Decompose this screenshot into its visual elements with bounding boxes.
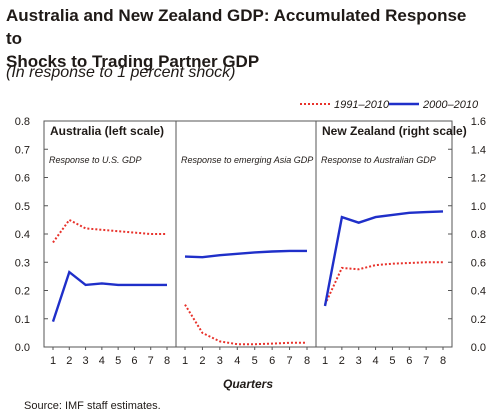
x-tick-label: 8 — [304, 355, 310, 367]
x-tick-label: 1 — [322, 355, 328, 367]
x-tick-label: 4 — [99, 355, 105, 367]
right-tick-label: 1.4 — [471, 144, 486, 156]
x-tick-label: 8 — [164, 355, 170, 367]
x-tick-label: 3 — [217, 355, 223, 367]
left-tick-label: 0.8 — [15, 116, 30, 128]
panel-label: New Zealand (right scale) — [322, 124, 467, 138]
panel-caption: Response to Australian GDP — [321, 155, 436, 165]
x-tick-label: 7 — [148, 355, 154, 367]
x-tick-label: 7 — [287, 355, 293, 367]
left-tick-label: 0.7 — [15, 144, 30, 156]
x-tick-label: 5 — [389, 355, 395, 367]
x-tick-label: 5 — [115, 355, 121, 367]
chart-title-line-2: Shocks to Trading Partner GDP — [6, 52, 260, 71]
series-line-1991-2010 — [324, 261, 443, 306]
left-tick-label: 0.3 — [15, 257, 30, 269]
x-tick-label: 1 — [182, 355, 188, 367]
right-tick-label: 1.0 — [471, 201, 486, 213]
legend-label-2000-2010: 2000–2010 — [422, 99, 479, 111]
x-tick-label: 4 — [373, 355, 379, 367]
chart-title: Australia and New Zealand GDP: Accumulat… — [6, 4, 486, 73]
x-tick-label: 1 — [50, 355, 56, 367]
left-tick-label: 0.4 — [15, 229, 30, 241]
right-tick-label: 0.8 — [471, 229, 486, 241]
source-note: Source: IMF staff estimates. — [24, 400, 161, 412]
series-line-2000-2010 — [51, 270, 167, 322]
legend-label-1991-2010: 1991–2010 — [334, 99, 390, 111]
chart-subtitle: (In response to 1 percent shock) — [6, 64, 236, 81]
panel-caption: Response to emerging Asia GDP — [181, 155, 313, 165]
x-tick-label: 3 — [356, 355, 362, 367]
x-tick-label: 4 — [234, 355, 240, 367]
right-tick-label: 0.2 — [471, 314, 486, 326]
x-tick-label: 6 — [406, 355, 412, 367]
right-tick-label: 0.4 — [471, 286, 486, 298]
x-tick-label: 2 — [199, 355, 205, 367]
x-tick-label: 7 — [423, 355, 429, 367]
series-line-1991-2010 — [52, 218, 167, 244]
series-line-1991-2010 — [184, 304, 307, 346]
left-tick-label: 0.0 — [15, 342, 30, 354]
left-tick-label: 0.5 — [15, 201, 30, 213]
right-tick-label: 1.2 — [471, 173, 486, 185]
right-tick-label: 1.6 — [471, 116, 486, 128]
x-tick-label: 6 — [131, 355, 137, 367]
x-tick-label: 2 — [66, 355, 72, 367]
x-tick-label: 2 — [339, 355, 345, 367]
right-tick-label: 0.6 — [471, 257, 486, 269]
series-line-2000-2010 — [323, 210, 444, 307]
panel-caption: Response to U.S. GDP — [49, 155, 142, 165]
right-tick-label: 0.0 — [471, 342, 486, 354]
left-tick-label: 0.6 — [15, 173, 30, 185]
x-tick-label: 3 — [83, 355, 89, 367]
x-tick-label: 8 — [440, 355, 446, 367]
series-line-2000-2010 — [184, 249, 307, 259]
left-tick-label: 0.1 — [15, 314, 30, 326]
left-tick-label: 0.2 — [15, 286, 30, 298]
x-tick-label: 6 — [269, 355, 275, 367]
x-axis-title: Quarters — [223, 377, 273, 391]
x-tick-label: 5 — [252, 355, 258, 367]
chart-title-line-1: Australia and New Zealand GDP: Accumulat… — [6, 6, 467, 48]
panel-label: Australia (left scale) — [50, 124, 164, 138]
